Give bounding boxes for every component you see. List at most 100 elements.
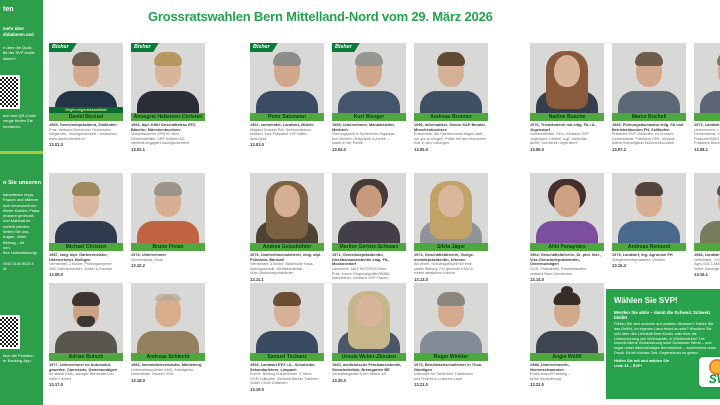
candidate-card: Michael Christen 1987, eidg. dipl. Gärtne… bbox=[49, 173, 123, 277]
detail-line: Gemeinderat, V bbox=[694, 132, 720, 137]
avatar-hair bbox=[72, 52, 100, 66]
detail-line: Lehrmeister, Bauern-OHA bbox=[131, 372, 174, 377]
avatar-shoulders bbox=[536, 331, 598, 353]
text-line: müssen gedruckt, bbox=[3, 213, 35, 219]
detail-line: keine Inszenierung bbox=[530, 376, 561, 381]
list-number: 13.20.0 bbox=[332, 377, 346, 383]
candidate-name: Adrian Butsch bbox=[49, 353, 123, 361]
candidate-card: Bisher Kurt Wenger 1965, Unternehmer, Mand… bbox=[332, 43, 406, 152]
detail-line: Präs. Komm Regionalpolitik RKBM, bbox=[332, 271, 390, 276]
detail-line: Seiler, Baninge bbox=[694, 266, 719, 271]
detail-line: Wahlobfrau, Vorstand SVP Frauen bbox=[332, 276, 389, 281]
list-number: 13.08.1 bbox=[694, 146, 708, 152]
sidebar-paragraph: kampfteam enga- Frauen und Männer isch ver… bbox=[3, 192, 41, 256]
list-number: 13.19.0 bbox=[250, 386, 264, 392]
text-line: verteilt werden. bbox=[3, 223, 31, 229]
avatar-hair bbox=[273, 292, 301, 306]
detail-line: Mitglied Grosser Rat, Sicherheitskom- bbox=[250, 127, 313, 132]
text-line: rd bbox=[3, 267, 7, 271]
candidate-details: Als ehem. Schulinspektorin für eine stark… bbox=[414, 262, 488, 276]
detail-line: land-Nord bbox=[250, 136, 267, 141]
detail-line: Gemeinderat, Worb bbox=[131, 257, 164, 262]
avatar-hair bbox=[154, 182, 182, 196]
candidate-card: Bisher Regierungsratskandidat Daniel Bichs… bbox=[49, 43, 123, 147]
sidebar-paragraph: mehr über didatinnen und bbox=[3, 26, 34, 37]
text-line: didatinnen und bbox=[3, 31, 34, 37]
list-number: 13.05.0 bbox=[414, 146, 428, 152]
candidate-name: Michael Christen bbox=[49, 243, 123, 251]
text-line: e über die Quali- bbox=[3, 45, 33, 50]
avatar-hair bbox=[437, 292, 465, 306]
candidate-info: 1973, Berufsfachschullehrer in Thun, Güm… bbox=[414, 362, 483, 372]
text-line: Ihre Unterstützung! bbox=[3, 250, 38, 256]
avatar-hair bbox=[355, 52, 383, 66]
candidate-name: Annegret Hebeisen-Christen bbox=[131, 113, 205, 121]
detail-line: Vizegemeindepräsident, Wohlen bbox=[612, 257, 665, 262]
candidate-info: 1966, dipl. KMU Geschäftsfrau EFZ, Bäuer… bbox=[131, 122, 197, 132]
detail-line: Gemeinderätin, FiKo, Vorstand SVP bbox=[530, 132, 589, 137]
sidebar-paragraph: fach die Funktion er Banking-App. bbox=[3, 353, 33, 364]
avatar-shoulders bbox=[256, 331, 318, 353]
detail-line: Führungsprofi in Sicherheits-Organisa- bbox=[332, 132, 396, 137]
candidate-photo bbox=[49, 173, 123, 243]
avatar-shoulders bbox=[137, 91, 199, 113]
candidate-info: 1986, Landwirt bbox=[694, 252, 720, 257]
text-line: fte der SVP sowie bbox=[3, 50, 35, 56]
avatar-hair bbox=[273, 52, 301, 66]
detail-line: sowie in der Politik bbox=[332, 141, 363, 146]
detail-line: tion Verkehr, Ortspolizei & Armee – bbox=[332, 136, 390, 141]
candidate-photo: Bisher bbox=[332, 43, 406, 113]
detail-line: Volksnah, für Sicherheit, Traditionen bbox=[414, 372, 474, 377]
sidebar-heading-top: ten bbox=[3, 6, 14, 13]
candidate-name: Andreas Schlecht bbox=[131, 353, 205, 361]
detail-line: Präsident SVP Zollikofen, im Grossen bbox=[612, 132, 674, 137]
candidate-details: Komm. Bildung Fraubrunnen, 9 Jahre GGR Zo… bbox=[250, 372, 324, 386]
text-line: fach die Funktion bbox=[3, 353, 34, 358]
candidate-info: 1961, verheiratet, Landwirt, Mülchi bbox=[250, 122, 314, 127]
candidate-details: Unternehmensleiter KMU, Arbeitgeber, Lehr… bbox=[131, 368, 205, 377]
candidate-photo bbox=[414, 173, 488, 243]
page-title: Grossratswahlen Bern Mittelland-Nord vom… bbox=[148, 9, 493, 24]
candidate-name: Bruno Fivian bbox=[131, 243, 205, 251]
candidate-card: Aliki Panayides 1964, Geschäftsführerin, … bbox=[530, 173, 604, 282]
candidate-info: 1969, Gemeindepräsident, Zollikofen bbox=[49, 122, 117, 127]
avatar-head bbox=[554, 55, 580, 87]
candidate-details: Mitglied Grosser Rat, Sicherheitskom-mis… bbox=[250, 128, 324, 142]
avatar-hair bbox=[154, 52, 182, 66]
candidate-details: Landwirtin, MAS WTO/SGS Bern, Präs. Komm … bbox=[332, 267, 406, 281]
candidate-info: 1993, Landwirt EFZ i.A., Schulleiter, Se… bbox=[250, 362, 316, 372]
detail-line: Verheiratet, 3 Kinder, Bäuerliche Haus- bbox=[250, 262, 314, 267]
candidate-card: Bruno Fivian 1973, Unternehmer Gemeinderat… bbox=[131, 173, 205, 268]
text-line: bliche Kosten: Plaka- bbox=[3, 207, 41, 213]
text-line: er Banking-App. bbox=[3, 358, 32, 364]
sun-icon bbox=[709, 359, 720, 375]
candidate-details: Gemeinderätin, FiKo, Vorstand SVP Jegenst… bbox=[530, 132, 604, 146]
detail-line: einem attraktiven Kanton. bbox=[414, 271, 456, 276]
detail-line: verband Bern-Gemeinden bbox=[530, 271, 573, 276]
detail-line: nur gut zu klingen. Politik bei den Mens… bbox=[414, 136, 488, 141]
detail-line: Vizepräsidentin GPB Kt. Bern, bbox=[131, 132, 181, 137]
text-line: kampfteam enga- bbox=[3, 192, 35, 197]
detail-line: Agro-SOL LAND bbox=[694, 262, 720, 267]
text-line: mehr über bbox=[3, 26, 25, 31]
detail-line: Verheiratet, 2 Kinder, Prüfungsexperte bbox=[49, 262, 112, 267]
avatar-hair bbox=[72, 292, 100, 306]
candidate-photo bbox=[131, 283, 205, 353]
detail-line: sident Schwingklub Münchenbuchsee bbox=[612, 141, 674, 146]
candidate-name: Angie Wölfli bbox=[530, 353, 604, 361]
sidebar-divider bbox=[0, 151, 43, 154]
candidate-info: 1974, Geschäftsführerin, Vizege-meindepr… bbox=[414, 252, 475, 262]
candidate-card: Silvia Jäger 1974, Geschäftsführerin, Viz… bbox=[414, 173, 488, 282]
cta-body: Fühlen Sie sich unsicher auf unseren Str… bbox=[614, 322, 716, 355]
text-line: formieren. bbox=[3, 123, 22, 129]
detail-line: dentin Turnverein Jegenstorf bbox=[530, 141, 577, 146]
cta-title: Wählen Sie SVP! bbox=[614, 296, 678, 305]
list-number: 13.09.0 bbox=[49, 272, 63, 278]
list-number: 13.17.0 bbox=[49, 382, 63, 388]
list-number: 13.18.0 bbox=[131, 377, 145, 383]
candidate-details: Verheiratet, 2 Kinder, Prüfungsexperte SB… bbox=[49, 262, 123, 271]
candidate-photo: Bisher bbox=[131, 43, 205, 113]
candidate-details: Präsident SVP Zollikofen, im Grossen Geme… bbox=[612, 132, 686, 146]
sidebar: ten mehr über didatinnen und e über die Q… bbox=[0, 0, 43, 405]
